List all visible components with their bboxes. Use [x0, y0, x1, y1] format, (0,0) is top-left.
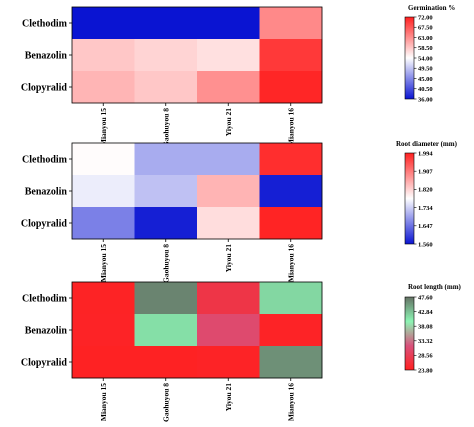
colorbar-title: Root diameter (mm)	[396, 140, 458, 148]
colorbar-tick-label: 1.560	[418, 241, 433, 248]
heatmap-cell	[197, 207, 260, 240]
colorbar-tick-label: 38.08	[418, 324, 433, 331]
heatmap-cell	[72, 314, 135, 347]
heatmap-cell	[259, 143, 323, 176]
colorbar-tick-label: 1.647	[418, 223, 433, 230]
column-label: Gaohuyou 8	[161, 244, 170, 283]
column-label: Mianyou 16	[286, 244, 295, 282]
heatmap-cell	[197, 71, 260, 104]
heatmap-panel-2: Clethodim Benazolin Clopyralid Mianyou 15 Ga…	[21, 140, 458, 283]
heatmap-cell	[259, 39, 323, 72]
row-label: Benazolin	[25, 51, 68, 62]
heatmap-cell	[72, 282, 135, 315]
column-label: Mianyou 15	[99, 108, 108, 146]
heatmap-cell	[72, 143, 135, 176]
heatmap-cell	[197, 39, 260, 72]
colorbar	[404, 16, 415, 100]
column-label: Mianyou 15	[99, 244, 108, 282]
heatmap-cell	[72, 39, 135, 72]
colorbar-tick-label: 42.84	[418, 309, 433, 316]
column-label: Mianyou 15	[99, 383, 108, 421]
column-label: Yiyou 21	[224, 244, 233, 273]
heatmap-cell	[197, 175, 260, 208]
colorbar-tick-label: 1.907	[418, 169, 433, 176]
colorbar-tick-label: 49.50	[418, 66, 433, 73]
colorbar-tick-label: 36.00	[418, 96, 433, 103]
heatmap-cell	[134, 71, 198, 104]
row-label: Clethodim	[22, 294, 68, 305]
colorbar-tick-label: 28.56	[418, 353, 433, 360]
column-label: Yiyou 21	[224, 108, 233, 137]
heatmap-cell	[259, 346, 323, 379]
heatmap-cell	[134, 346, 198, 379]
heatmap-cell	[259, 207, 323, 240]
colorbar-tick-label: 1.734	[418, 205, 433, 212]
heatmap-cell	[259, 282, 323, 315]
heatmap-cell	[134, 314, 198, 347]
heatmap-cell	[72, 207, 135, 240]
colorbar-tick-label: 33.32	[418, 338, 433, 345]
heatmap-cell	[197, 346, 260, 379]
colorbar-tick-label: 40.50	[418, 86, 433, 93]
colorbar-tick-label: 23.80	[418, 367, 433, 374]
column-label: Mianyou 16	[286, 383, 295, 421]
colorbar-tick-label: 72.00	[418, 14, 433, 21]
heatmap-cell	[259, 175, 323, 208]
heatmap-cell	[197, 143, 260, 176]
row-label: Benazolin	[25, 326, 68, 337]
colorbar-tick-label: 1.994	[418, 150, 433, 157]
colorbar-tick-label: 1.820	[418, 187, 433, 194]
row-label: Clethodim	[22, 155, 68, 166]
heatmap-cell	[134, 143, 198, 176]
heatmap-cell	[134, 7, 198, 40]
heatmap-panel-3: Clethodim Benazolin Clopyralid Mianyou 15 Ga…	[21, 281, 462, 422]
row-label: Clopyralid	[21, 219, 68, 230]
heatmap-cell	[72, 7, 135, 40]
colorbar-tick-label: 67.50	[418, 25, 433, 32]
heatmap-panel-1: Clethodim Benazolin Clopyralid Mianyou 15 Ga…	[21, 4, 455, 147]
heatmap-cell	[72, 71, 135, 104]
row-label: Clopyralid	[21, 83, 68, 94]
colorbar-tick-label: 45.00	[418, 76, 433, 83]
column-label: Gaohuyou 8	[161, 108, 170, 147]
heatmap-cell	[197, 314, 260, 347]
column-label: Mianyou 16	[286, 108, 295, 146]
heatmap-cell	[72, 175, 135, 208]
row-label: Benazolin	[25, 187, 68, 198]
colorbar-tick-label: 54.00	[418, 55, 433, 62]
colorbar	[404, 152, 415, 245]
heatmap-cell	[134, 175, 198, 208]
colorbar-tick-label: 47.60	[418, 294, 433, 301]
colorbar	[404, 296, 415, 371]
colorbar-tick-label: 58.50	[418, 45, 433, 52]
heatmap-cell	[259, 7, 323, 40]
colorbar-tick-label: 63.00	[418, 35, 433, 42]
heatmap-cell	[134, 282, 198, 315]
colorbar-title: Germination %	[408, 4, 455, 12]
heatmap-cell	[197, 282, 260, 315]
column-label: Yiyou 21	[224, 383, 233, 412]
row-label: Clethodim	[22, 19, 68, 30]
heatmap-cell	[259, 71, 323, 104]
heatmap-cell	[134, 207, 198, 240]
heatmap-cell	[259, 314, 323, 347]
column-label: Gaohuyou 8	[161, 383, 170, 422]
heatmap-cell	[197, 7, 260, 40]
colorbar-title: Root length (mm)	[408, 283, 462, 291]
row-label: Clopyralid	[21, 358, 68, 369]
heatmap-cell	[72, 346, 135, 379]
heatmap-cell	[134, 39, 198, 72]
